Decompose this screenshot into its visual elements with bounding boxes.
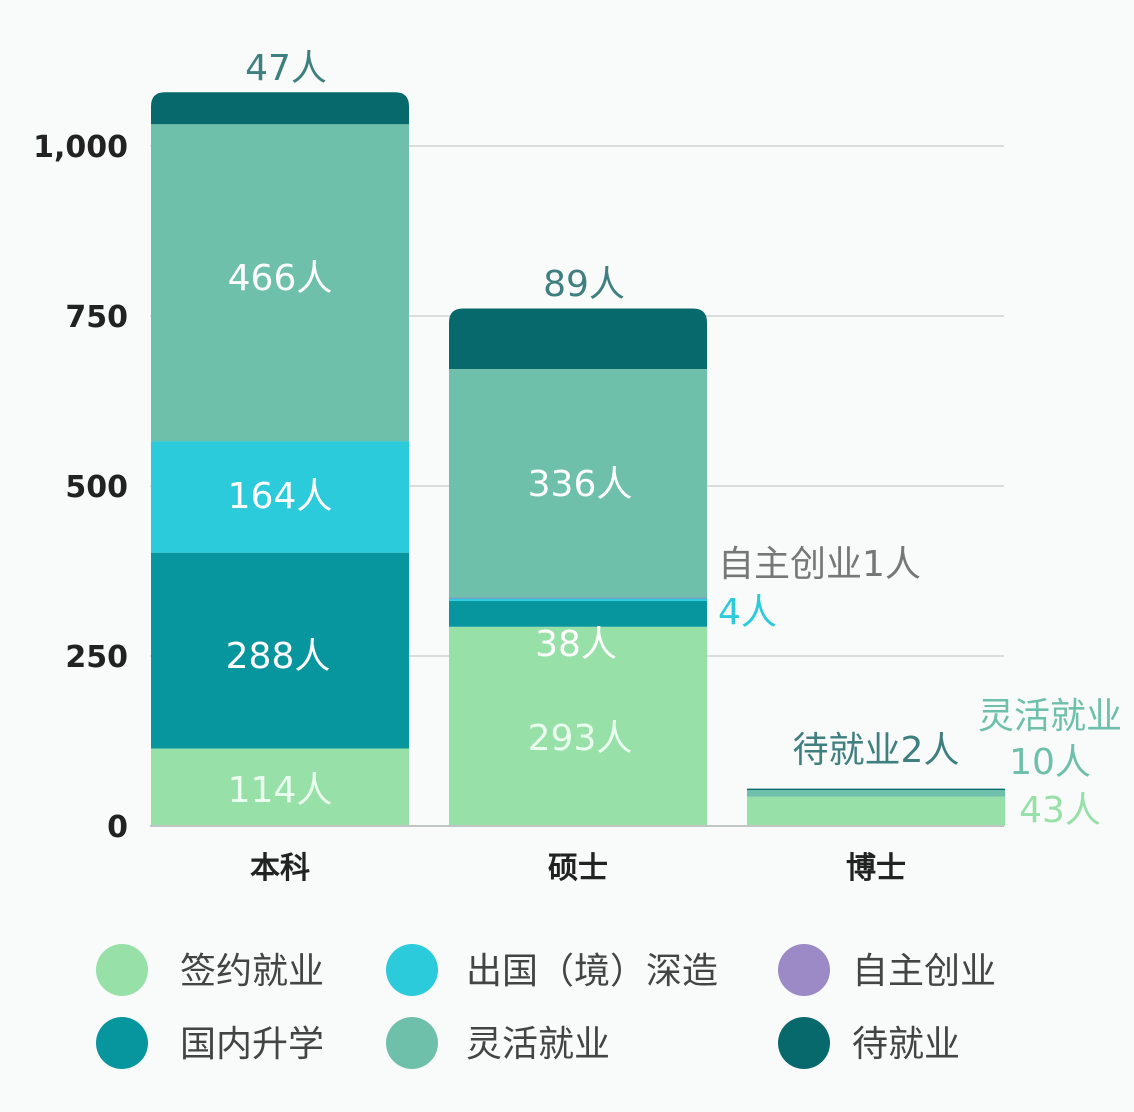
y-tick-label: 0 (107, 810, 128, 845)
y-tick-label: 250 (65, 640, 128, 675)
data-label: 4人 (718, 592, 777, 633)
x-tick-label: 硕士 (548, 851, 608, 886)
data-label: 38人 (535, 624, 617, 665)
bar-segment (151, 748, 409, 826)
bar-segment (747, 789, 1005, 797)
bar-segment (449, 369, 707, 598)
legend-swatch (778, 944, 830, 996)
data-label: 114人 (228, 770, 333, 811)
bar-segment (449, 597, 707, 599)
legend-label: 灵活就业 (466, 1024, 610, 1065)
y-tick-label: 1,000 (33, 130, 128, 165)
annotation-label: 灵活就业 (978, 696, 1122, 737)
data-label: 47人 (245, 48, 327, 89)
legend-label: 国内升学 (180, 1024, 324, 1065)
y-tick-label: 750 (65, 300, 128, 335)
data-label: 288人 (226, 636, 331, 677)
data-label: 89人 (543, 264, 625, 305)
data-label: 466人 (228, 258, 333, 299)
legend-swatch (386, 944, 438, 996)
legend-label: 签约就业 (180, 951, 324, 992)
bar-segment (151, 92, 409, 125)
x-tick-label: 本科 (250, 851, 310, 886)
bar-segment (151, 441, 409, 553)
legend-label: 出国（境）深造 (466, 951, 718, 992)
bar-segment (151, 124, 409, 442)
legend-swatch (96, 944, 148, 996)
data-label: 10人 (1009, 742, 1091, 783)
bar-segment (151, 552, 409, 749)
bar-segment (747, 796, 1005, 826)
data-label: 336人 (528, 464, 633, 505)
data-label: 164人 (228, 476, 333, 517)
legend-swatch (386, 1017, 438, 1069)
legend-label: 待就业 (852, 1024, 960, 1065)
bar-segment (449, 308, 707, 370)
x-tick-label: 博士 (846, 851, 906, 886)
bar-segment (449, 598, 707, 601)
bar-segment (449, 600, 707, 627)
data-label: 293人 (528, 718, 633, 759)
data-label: 待就业2人 (793, 730, 960, 771)
legend-swatch (778, 1017, 830, 1069)
data-label: 43人 (1019, 790, 1101, 831)
data-label: 自主创业1人 (718, 544, 921, 585)
y-tick-label: 500 (65, 470, 128, 505)
legend-label: 自主创业 (852, 951, 996, 992)
bar-segment (449, 626, 707, 826)
bar-segment (747, 788, 1005, 790)
legend-swatch (96, 1017, 148, 1069)
